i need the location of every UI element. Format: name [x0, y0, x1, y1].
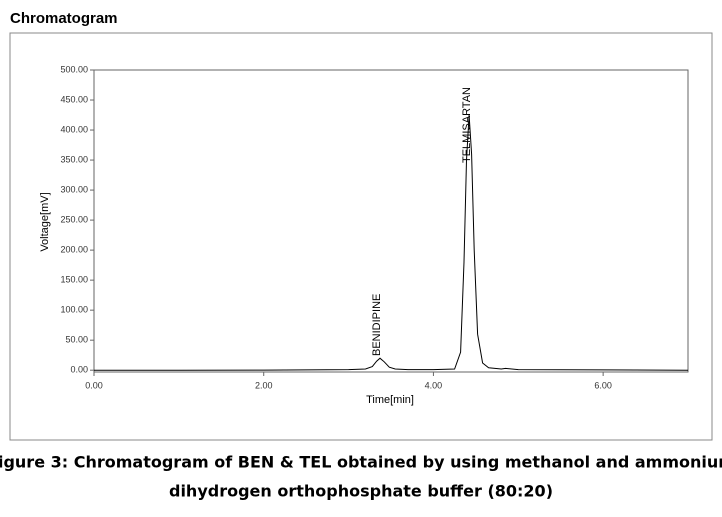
x-tick-label: 6.00	[594, 380, 612, 390]
x-tick-label: 4.00	[425, 380, 443, 390]
caption: Figure 3: Chromatogram of BEN & TEL obta…	[0, 453, 722, 472]
y-tick-label: 50.00	[65, 335, 88, 345]
y-tick-label: 0.00	[70, 365, 88, 375]
x-axis-label: Time[min]	[366, 394, 414, 406]
plot-area	[93, 69, 689, 373]
x-tick-label: 2.00	[255, 380, 273, 390]
y-tick-label: 350.00	[60, 154, 88, 164]
caption: dihydrogen orthophosphate buffer (80:20)	[169, 482, 553, 501]
peak-label: TELMISARTAN	[461, 87, 473, 163]
y-tick-label: 300.00	[60, 184, 88, 194]
frame	[9, 32, 713, 441]
peak-label: BENIDIPINE	[371, 294, 383, 356]
y-tick-label: 250.00	[60, 214, 88, 224]
y-axis-label: Voltage[mV]	[39, 192, 51, 251]
y-tick-label: 150.00	[60, 275, 88, 285]
y-tick-label: 450.00	[60, 94, 88, 104]
x-tick-label: 0.00	[85, 380, 103, 390]
y-tick-label: 100.00	[60, 305, 88, 315]
y-tick-label: 500.00	[60, 64, 88, 74]
y-tick-label: 200.00	[60, 244, 88, 254]
y-tick-label: 400.00	[60, 124, 88, 134]
trace	[94, 114, 689, 371]
chart-title: Chromatogram	[10, 10, 118, 27]
